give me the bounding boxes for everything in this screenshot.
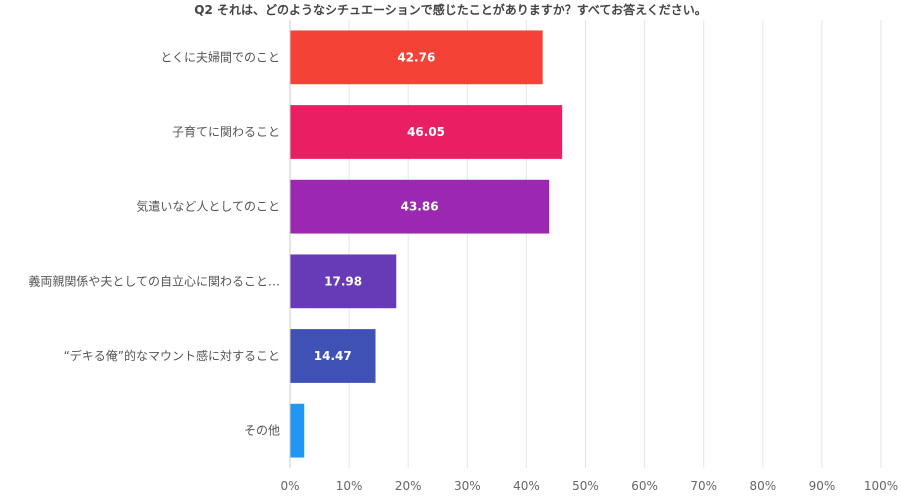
bar [290, 254, 397, 309]
grid-lines [348, 20, 882, 468]
category-label: 子育てに関わること [172, 124, 280, 139]
bar [290, 179, 550, 234]
chart-title: Q2 それは、どのようなシチュエーションで感じたことがありますか？すべてお答えく… [194, 3, 707, 17]
category-label: 義両親関係や夫としての自立心に関わること… [28, 273, 280, 288]
bar [290, 403, 305, 458]
x-tick-label: 10% [336, 479, 363, 493]
category-labels: とくに夫婦間でのこと子育てに関わること気遣いなど人としてのこと義両親関係や夫とし… [28, 49, 280, 437]
bar-value-label: 46.05 [407, 125, 445, 139]
x-tick-label: 0% [280, 479, 299, 493]
bar-value-label: 17.98 [324, 274, 362, 288]
category-label: 気遣いなど人としてのこと [136, 199, 280, 214]
x-tick-label: 80% [749, 479, 776, 493]
category-label: とくに夫婦間でのこと [160, 49, 280, 64]
x-tick-label: 100% [864, 479, 898, 493]
x-tick-label: 60% [631, 479, 658, 493]
value-labels: 42.76 46.05 43.86 17.98 14.47 [314, 50, 445, 363]
bar [290, 30, 543, 85]
bar [290, 105, 563, 159]
x-tick-label: 70% [690, 479, 717, 493]
category-label: “デキる俺”的なマウント感に対すること [64, 348, 280, 363]
category-label: その他 [244, 424, 280, 438]
bar-value-label: 14.47 [314, 349, 352, 363]
bars [290, 30, 563, 458]
x-tick-label: 90% [809, 479, 836, 493]
x-tick-labels: 0% 10% 20% 30% 40% 50% 60% 70% 80% 90% 100% [280, 479, 898, 493]
bar-value-label: 42.76 [397, 50, 435, 64]
x-tick-label: 50% [572, 479, 599, 493]
bar [290, 329, 376, 383]
x-tick-label: 20% [395, 479, 422, 493]
x-tick-label: 40% [513, 479, 540, 493]
x-tick-label: 30% [454, 479, 481, 493]
bar-value-label: 43.86 [401, 200, 439, 214]
